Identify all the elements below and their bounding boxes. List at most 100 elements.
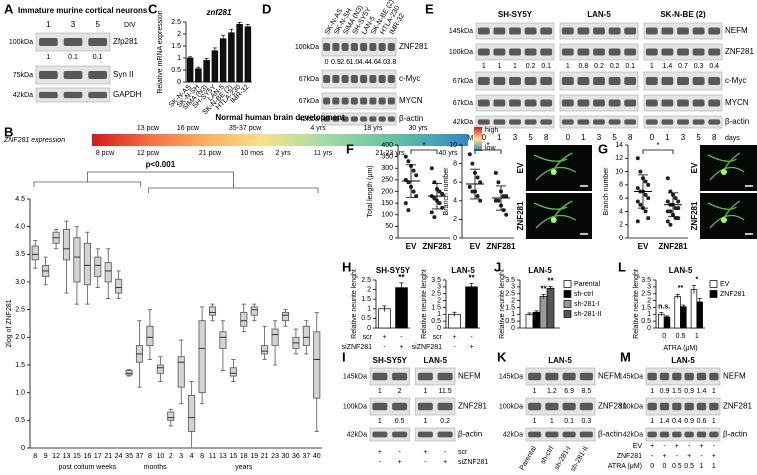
- band: [645, 119, 658, 125]
- y-axis-label: Relative neurite lenght: [421, 269, 428, 339]
- band: [88, 91, 108, 99]
- point: [635, 199, 640, 204]
- band: [509, 77, 521, 85]
- x-tick-label: 19: [250, 453, 258, 460]
- band: [709, 402, 719, 411]
- significance: **: [540, 285, 547, 294]
- protein-label: MYCN: [725, 98, 749, 107]
- age-label: 12 pcw: [137, 150, 160, 157]
- point: [467, 184, 472, 189]
- band: [332, 116, 340, 122]
- lane-caption: days: [725, 135, 740, 142]
- row-mark: +: [399, 344, 403, 351]
- point: [665, 219, 670, 224]
- quant-label: 1: [46, 54, 50, 61]
- x-tick-label: EV: [638, 242, 649, 251]
- band: [477, 119, 490, 125]
- panel-label: G: [598, 141, 608, 156]
- blot-strip: [415, 367, 456, 386]
- band: [341, 43, 349, 51]
- legend-swatch: [709, 280, 718, 288]
- quant-label: 0.9: [331, 59, 341, 66]
- colorbar: [474, 127, 482, 151]
- quant-label: 0.9: [684, 388, 694, 395]
- x-tick-label: ZNF281: [423, 242, 452, 251]
- legend-swatch: [563, 280, 572, 288]
- point: [432, 215, 437, 220]
- bracket: [410, 149, 438, 154]
- band: [540, 48, 553, 56]
- blot-strip: [369, 367, 410, 386]
- blot-title: Immature murine cortical neurons: [18, 6, 148, 15]
- row-label: ZNF281: [617, 453, 642, 460]
- bracket: [33, 181, 142, 187]
- x-tick-label: 15: [73, 453, 81, 460]
- box: [83, 242, 91, 286]
- band: [477, 48, 490, 56]
- point: [635, 186, 640, 191]
- band: [332, 43, 340, 51]
- lane-label: 8: [712, 133, 717, 142]
- row-label: siZNF281: [342, 344, 372, 351]
- x-tick-label: ZNF281: [487, 242, 516, 251]
- y-tick-label: 4.0: [15, 224, 25, 231]
- band: [372, 372, 388, 381]
- point: [478, 180, 483, 185]
- point: [673, 196, 678, 201]
- legend-swatch: [563, 300, 572, 308]
- band: [38, 38, 58, 46]
- x-tick-label: ZNF281: [659, 242, 688, 251]
- x-tick-label: 1: [695, 333, 699, 340]
- row-mark: -: [383, 344, 386, 351]
- quant-label: 0.6: [697, 418, 707, 425]
- band: [509, 119, 521, 125]
- lane-label: 5: [95, 20, 100, 29]
- band: [608, 27, 621, 35]
- blot-strip: [525, 397, 596, 416]
- group-title: SH-SY5Y: [498, 10, 533, 19]
- micrograph-label: EV: [690, 162, 699, 173]
- bracket: [642, 149, 674, 154]
- band: [692, 119, 705, 125]
- panel-label: F: [346, 141, 354, 156]
- protein-label: NEFM: [598, 372, 621, 381]
- band: [38, 71, 58, 79]
- band: [692, 48, 705, 56]
- band: [323, 75, 331, 83]
- y-axis-label: Relative neurite lenght: [351, 269, 358, 339]
- lane-label: 1: [46, 20, 51, 29]
- protein-label: GAPDH: [113, 90, 142, 99]
- y-tick-label: 3.5: [641, 277, 651, 284]
- row-mark: +: [699, 443, 703, 450]
- band: [708, 27, 721, 35]
- row-mark: -: [651, 453, 654, 460]
- band: [561, 48, 574, 56]
- soma: [720, 217, 727, 223]
- row-mark: -: [379, 459, 382, 466]
- box: [115, 278, 123, 294]
- protein-label: β-actin: [725, 117, 749, 126]
- y-tick-label: 2: [619, 222, 623, 229]
- band: [528, 402, 542, 411]
- lane-label: 3: [71, 20, 76, 29]
- chart-title: LAN-5: [669, 266, 693, 275]
- quant-label: 1.2: [547, 388, 557, 395]
- x-tick-label: 36: [292, 453, 300, 460]
- kda-label: 42kDa: [453, 119, 473, 126]
- y-axis-label: Branch number: [603, 167, 610, 216]
- point: [668, 222, 673, 227]
- y-tick-label: 3.0: [15, 279, 25, 286]
- quant-label: 0.9: [684, 418, 694, 425]
- blot-strip: [415, 397, 456, 416]
- point: [504, 194, 509, 199]
- band: [562, 431, 576, 438]
- band: [708, 77, 721, 85]
- kda-label: 100kDa: [9, 39, 33, 46]
- y-tick-label: 1: [177, 55, 181, 62]
- y-tick-label: 200: [381, 188, 393, 195]
- x-tick-label: EV: [470, 242, 481, 251]
- legend-label: EV: [720, 281, 730, 288]
- legend-label: ZNF281: [720, 291, 745, 298]
- soma: [550, 169, 557, 175]
- point: [643, 192, 648, 197]
